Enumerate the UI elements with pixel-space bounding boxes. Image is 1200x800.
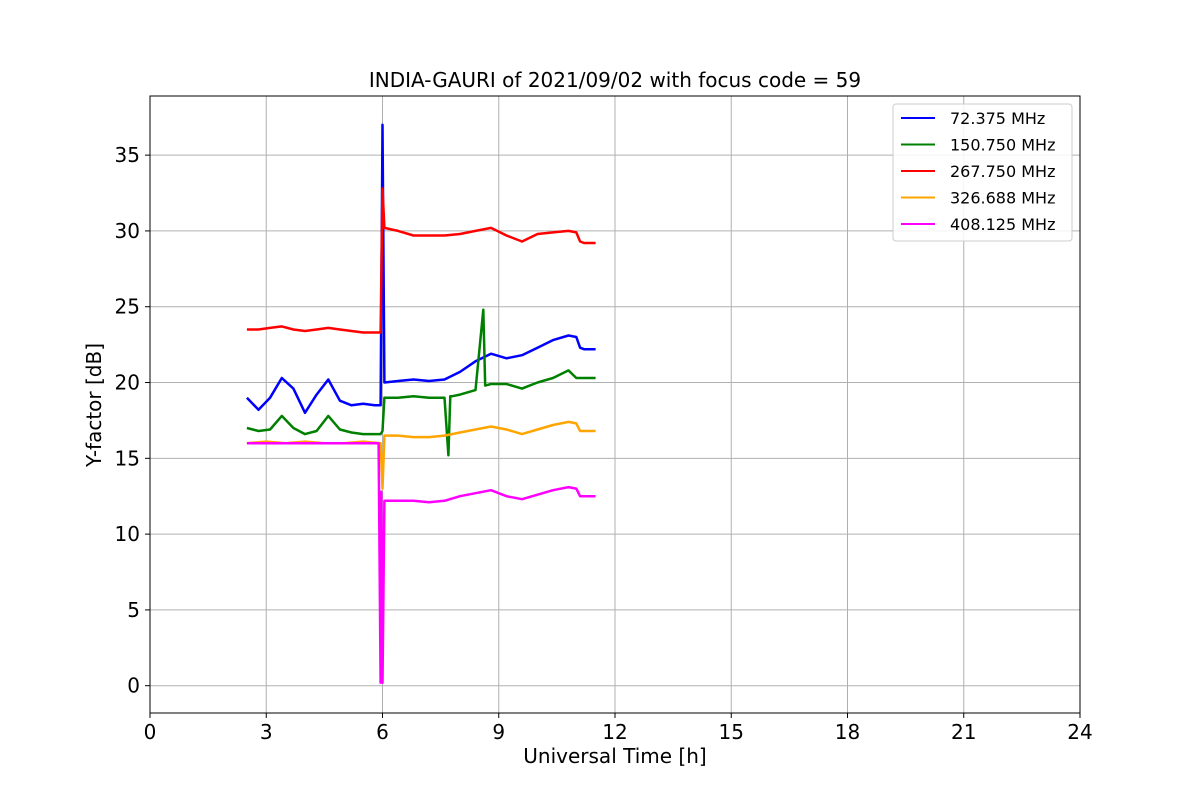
series-line-1 (245, 123, 596, 415)
y-axis: 0 5 10 15 20 25 30 35 (115, 143, 150, 698)
legend: 72.375 MHz 150.750 MHz 267.750 MHz 326.688 … (892, 103, 1073, 242)
x-tick-label: 9 (492, 720, 505, 744)
legend-entry-4: 326.688 MHz (950, 189, 1055, 208)
y-tick-label: 15 (115, 446, 140, 470)
series-line-2 (246, 308, 596, 457)
x-tick-label: 12 (602, 720, 627, 744)
y-axis-label: Y-factor [dB] (82, 343, 106, 468)
x-tick-label: 21 (951, 720, 976, 744)
x-tick-label: 3 (260, 720, 273, 744)
legend-entry-2: 150.750 MHz (950, 136, 1055, 155)
y-tick-label: 20 (115, 371, 140, 395)
x-tick-label: 6 (376, 720, 389, 744)
legend-entry-3: 267.750 MHz (950, 162, 1055, 181)
series-layer (245, 123, 596, 684)
x-tick-label: 0 (144, 720, 157, 744)
y-tick-label: 5 (127, 598, 140, 622)
y-tick-label: 25 (115, 295, 140, 319)
series-line-5 (246, 441, 596, 684)
legend-entry-5: 408.125 MHz (950, 215, 1055, 234)
y-tick-label: 10 (115, 522, 140, 546)
y-tick-label: 0 (127, 674, 140, 698)
series-line-3 (246, 187, 596, 334)
x-tick-label: 15 (719, 720, 744, 744)
y-tick-label: 35 (115, 143, 140, 167)
legend-box (892, 103, 1073, 242)
y-tick-label: 30 (115, 219, 140, 243)
x-tick-label: 24 (1067, 720, 1092, 744)
chart-title: INDIA-GAURI of 2021/09/02 with focus cod… (369, 68, 861, 92)
x-axis: 0 3 6 9 12 15 18 21 24 (144, 713, 1093, 744)
legend-entry-1: 72.375 MHz (950, 109, 1045, 128)
x-tick-label: 18 (835, 720, 860, 744)
x-axis-label: Universal Time [h] (523, 744, 706, 768)
